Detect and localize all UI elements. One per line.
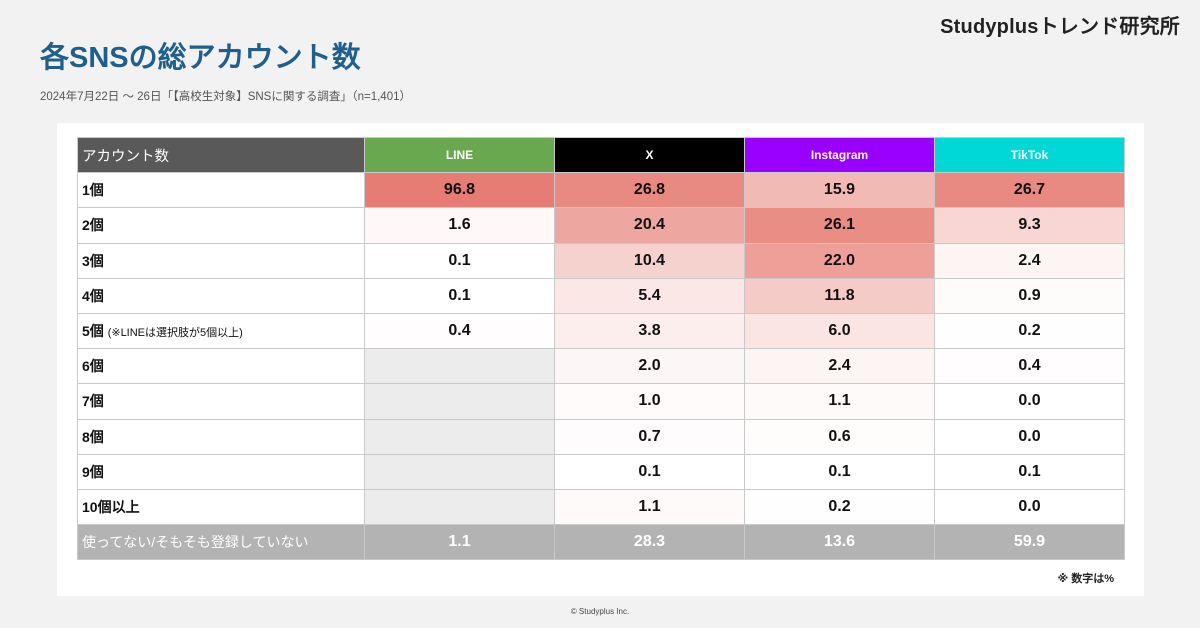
value-cell-x: 20.4 [554,207,745,244]
value-cell-line [364,418,555,455]
row-label: 5個 (※LINEは選択肢が5個以上) [77,312,365,350]
table-row: 8個 0.7 0.6 0.0 [77,418,1125,455]
row-label-text: 9個 [82,463,104,480]
value-cell-tiktok: 0.0 [934,418,1125,455]
column-header-tiktok: TikTok [934,136,1125,174]
row-label: 3個 [77,242,365,279]
table-row: 6個 2.0 2.4 0.4 [77,348,1125,385]
value-cell-instagram: 0.6 [744,418,935,455]
row-label-note: (※LINEは選択肢が5個以上) [107,327,243,340]
total-cell-tiktok: 59.9 [934,524,1125,561]
copyright: © Studyplus Inc. [570,607,630,616]
column-header-line: LINE [364,136,555,174]
row-label: 7個 [77,383,365,420]
value-cell-tiktok: 9.3 [934,207,1125,244]
value-cell-tiktok: 2.4 [934,242,1125,279]
row-label-text: 1個 [82,182,104,199]
header-row: アカウント数 LINE X Instagram TikTok [77,136,1125,174]
row-label-text: 6個 [82,358,104,375]
table-row: 9個 0.1 0.1 0.1 [77,453,1125,490]
row-label: 6個 [77,348,365,385]
value-cell-instagram: 22.0 [744,242,935,279]
row-label-text: 10個以上 [82,498,140,515]
row-label: 10個以上 [77,488,365,526]
page-title: 各SNSの総アカウント数 [40,42,361,74]
value-cell-line: 0.4 [364,312,555,350]
value-cell-x: 10.4 [554,242,745,279]
value-cell-instagram: 0.2 [744,488,935,526]
value-cell-instagram: 6.0 [744,312,935,350]
value-cell-line: 96.8 [364,172,555,209]
table-row: 1個 96.8 26.8 15.9 26.7 [77,172,1125,209]
row-label: 8個 [77,418,365,455]
value-cell-line: 1.6 [364,207,555,244]
row-label-text: 4個 [82,287,104,304]
value-cell-tiktok: 26.7 [934,172,1125,209]
total-cell-instagram: 13.6 [744,524,935,561]
table-row: 7個 1.0 1.1 0.0 [77,383,1125,420]
value-cell-x: 0.7 [554,418,745,455]
table-row: 10個以上 1.1 0.2 0.0 [77,488,1125,526]
row-label: 2個 [77,207,365,244]
value-cell-instagram: 26.1 [744,207,935,244]
value-cell-tiktok: 0.4 [934,348,1125,385]
value-cell-instagram: 2.4 [744,348,935,385]
value-cell-x: 2.0 [554,348,745,385]
table-row: 2個 1.6 20.4 26.1 9.3 [77,207,1125,244]
value-cell-instagram: 11.8 [744,277,935,314]
value-cell-tiktok: 0.1 [934,453,1125,490]
table-row: 5個 (※LINEは選択肢が5個以上) 0.4 3.8 6.0 0.2 [77,312,1125,350]
total-row-not-using: 使ってない/そもそも登録していない 1.1 28.3 13.6 59.9 [77,524,1125,561]
value-cell-line [364,383,555,420]
column-header-instagram: Instagram [744,136,935,174]
row-label-text: 5個 [82,323,104,340]
row-label-text: 7個 [82,393,104,410]
row-label: 9個 [77,453,365,490]
row-label: 1個 [77,172,365,209]
value-cell-instagram: 0.1 [744,453,935,490]
row-label: 4個 [77,277,365,314]
column-header-x: X [554,136,745,174]
total-cell-line: 1.1 [364,524,555,561]
corner-header: アカウント数 [77,136,365,174]
value-cell-line: 0.1 [364,277,555,314]
total-cell-x: 28.3 [554,524,745,561]
account-count-table: アカウント数 LINE X Instagram TikTok 1個 96.8 26.… [77,136,1125,561]
table-card: アカウント数 LINE X Instagram TikTok 1個 96.8 26.… [57,123,1144,596]
value-cell-line [364,348,555,385]
unit-footnote: ※ 数字は% [1057,573,1114,585]
value-cell-x: 26.8 [554,172,745,209]
value-cell-x: 5.4 [554,277,745,314]
row-label-text: 8個 [82,428,104,445]
value-cell-instagram: 1.1 [744,383,935,420]
row-label-text: 3個 [82,252,104,269]
value-cell-tiktok: 0.0 [934,383,1125,420]
value-cell-tiktok: 0.0 [934,488,1125,526]
value-cell-line [364,453,555,490]
value-cell-x: 0.1 [554,453,745,490]
value-cell-x: 1.1 [554,488,745,526]
value-cell-line: 0.1 [364,242,555,279]
value-cell-x: 1.0 [554,383,745,420]
value-cell-tiktok: 0.2 [934,312,1125,350]
table-row: 4個 0.1 5.4 11.8 0.9 [77,277,1125,314]
value-cell-tiktok: 0.9 [934,277,1125,314]
value-cell-instagram: 15.9 [744,172,935,209]
brand-logo-text: Studyplusトレンド研究所 [940,16,1180,38]
survey-subtitle: 2024年7月22日 〜 26日「【高校生対象】SNSに関する調査」（n=1,4… [40,91,411,103]
value-cell-line [364,488,555,526]
table-row: 3個 0.1 10.4 22.0 2.4 [77,242,1125,279]
row-label: 使ってない/そもそも登録していない [77,524,365,561]
row-label-text: 2個 [82,217,104,234]
value-cell-x: 3.8 [554,312,745,350]
